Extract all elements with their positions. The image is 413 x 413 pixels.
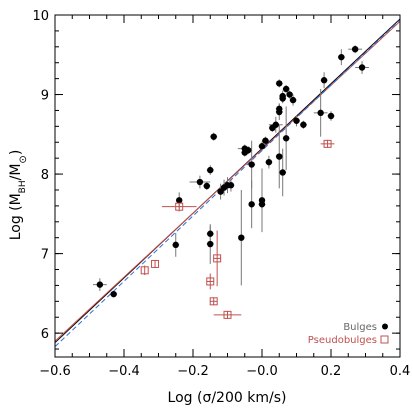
bulge-point <box>289 96 297 104</box>
legend-label-pseudobulges: Pseudobulges <box>308 335 377 346</box>
bulge-point <box>203 182 210 190</box>
bulge-point <box>276 80 283 87</box>
pseudobulge-point <box>206 277 215 286</box>
bulge-point <box>265 158 273 166</box>
pseudobulge-point <box>140 266 149 275</box>
legend-marker-pseudobulges <box>380 335 389 344</box>
bulge-point <box>327 112 335 120</box>
y-tick-label: 6 <box>41 327 49 342</box>
bulge-point <box>282 85 290 93</box>
x-tick-label: −0.0 <box>246 364 278 379</box>
bulge-point <box>227 182 235 189</box>
pseudobulge-point <box>323 139 332 148</box>
bulge-point <box>248 161 255 168</box>
x-axis-label: Log (σ/200 km/s) <box>168 390 287 406</box>
bulge-point <box>238 234 245 241</box>
pseudobulge-point <box>213 254 222 263</box>
legend-marker-bulges <box>382 323 388 330</box>
tick-labels: −0.6 −0.4 −0.2 −0.0 0.2 0.4 6 7 8 9 10 <box>32 9 410 379</box>
bulge-point <box>258 143 266 150</box>
bulge-point <box>210 133 217 140</box>
x-tick-label: −0.2 <box>177 364 209 379</box>
fit-line-2 <box>54 19 401 348</box>
y-tick-label: 10 <box>32 9 49 24</box>
bulge-point <box>276 153 283 160</box>
bulge-point <box>279 169 286 176</box>
bulge-point <box>258 201 266 208</box>
x-tick-label: 0.4 <box>390 364 411 379</box>
bulge-point <box>272 121 279 128</box>
bulge-point <box>207 230 214 237</box>
bulge-point <box>317 109 324 117</box>
bulge-point <box>358 64 366 71</box>
y-tick-label: 7 <box>41 248 49 263</box>
bulge-point <box>110 290 117 298</box>
bulge-point <box>276 105 283 113</box>
bulge-point <box>196 178 204 186</box>
pseudobulge-point <box>209 297 218 306</box>
bulge-point <box>351 46 359 53</box>
bulge-point <box>300 121 307 128</box>
legend-label-bulges: Bulges <box>343 322 377 333</box>
data-points <box>96 46 366 319</box>
bulge-point <box>320 77 328 84</box>
bulge-point <box>207 240 214 248</box>
y-tick-label: 9 <box>41 89 49 104</box>
pseudobulge-point <box>223 310 232 319</box>
bulge-point <box>293 117 300 124</box>
bulge-point <box>262 137 269 144</box>
bulge-point <box>248 201 255 208</box>
bulge-point <box>96 281 104 288</box>
bulge-point <box>207 166 214 174</box>
legend: Bulges Pseudobulges <box>308 322 389 346</box>
bulge-point <box>282 135 290 142</box>
bulge-point <box>286 91 293 98</box>
bulge-point <box>279 95 286 102</box>
y-tick-label: 8 <box>41 168 49 183</box>
axis-ticks <box>54 14 401 357</box>
x-tick-label: −0.4 <box>108 364 140 379</box>
bulge-point <box>245 147 252 154</box>
x-tick-label: −0.6 <box>39 364 71 379</box>
bulge-point <box>172 241 179 249</box>
y-axis-label: Log (MBH/M⊙) <box>8 150 29 241</box>
bulge-point <box>176 197 183 204</box>
pseudobulge-point <box>175 202 184 211</box>
pseudobulge-point <box>151 259 160 268</box>
bulge-point <box>338 53 345 61</box>
x-tick-label: 0.2 <box>321 364 342 379</box>
